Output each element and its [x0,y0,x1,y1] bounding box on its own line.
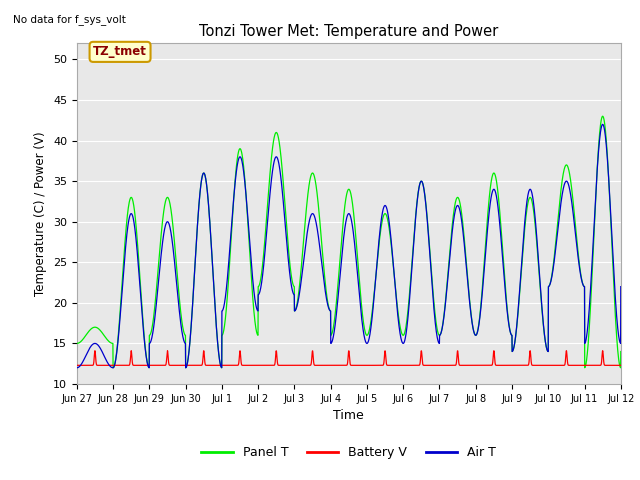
X-axis label: Time: Time [333,409,364,422]
Y-axis label: Temperature (C) / Power (V): Temperature (C) / Power (V) [35,132,47,296]
Title: Tonzi Tower Met: Temperature and Power: Tonzi Tower Met: Temperature and Power [199,24,499,39]
Text: No data for f_sys_volt: No data for f_sys_volt [13,14,125,25]
Text: TZ_tmet: TZ_tmet [93,46,147,59]
Legend: Panel T, Battery V, Air T: Panel T, Battery V, Air T [196,442,501,464]
